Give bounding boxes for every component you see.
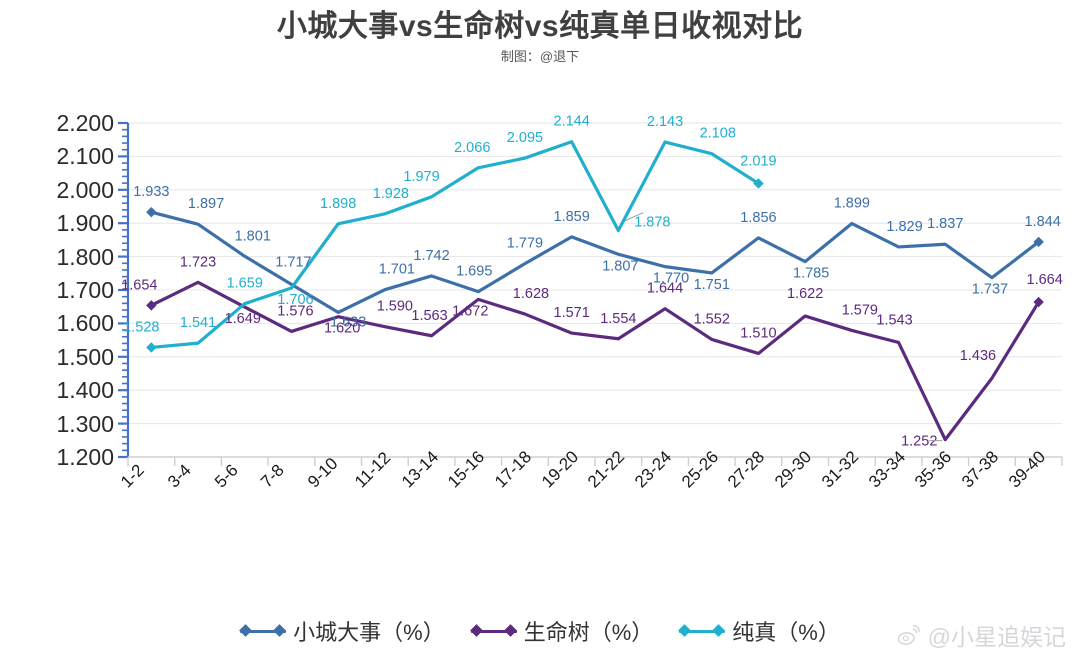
data-label: 1.510 [740,325,776,341]
weibo-icon [897,625,920,645]
series-line-2 [149,280,1041,442]
data-label: 1.742 [413,248,449,264]
data-label: 1.979 [403,169,439,185]
y-axis-tick-label: 1.500 [56,343,114,370]
data-label: 2.108 [700,126,736,142]
data-label: 1.859 [554,209,590,225]
data-label: 1.897 [188,196,224,212]
y-axis-tick-label: 1.300 [56,410,114,437]
data-label: 1.933 [133,184,169,200]
y-axis-tick-label: 1.200 [56,444,114,470]
legend-marker-icon [239,623,287,639]
data-label: 1.695 [456,264,492,280]
data-label: 1.837 [927,216,963,232]
data-label: 1.856 [740,210,776,226]
data-label: 1.649 [225,311,261,327]
data-label: 1.563 [411,308,447,324]
y-axis-tick-label: 1.600 [56,310,114,337]
series-endpoint-marker [1033,296,1044,308]
y-axis-tick-label: 2.200 [56,110,114,136]
series-endpoint-marker [146,342,157,353]
data-label: 1.633 [330,314,366,330]
data-label: 2.095 [507,130,543,146]
data-label: 1.654 [121,277,157,293]
data-label: 1.785 [793,266,829,282]
data-label: 1.552 [694,311,730,327]
y-axis-tick-label: 1.800 [56,243,114,270]
data-label: 1.878 [634,215,670,231]
data-label: 1.664 [1027,272,1063,288]
y-axis-tick-label: 2.100 [56,143,114,170]
y-axis-tick-label: 1.700 [56,277,114,303]
legend-marker-icon [469,623,517,639]
series-group [146,140,1044,442]
data-label: 1.701 [379,262,415,278]
data-label: 1.770 [653,271,689,287]
watermark-text: @小星追娱记 [927,624,1066,650]
legend-label: 纯真（%） [732,620,840,645]
data-label: 1.543 [876,312,912,328]
series-endpoint-marker [753,178,764,189]
gridlines-group [128,122,1062,458]
data-label: 1.554 [600,311,636,327]
series-line-1 [149,210,1041,314]
data-label: 1.844 [1025,214,1061,230]
data-label: 1.928 [373,186,409,202]
data-label: 1.576 [277,303,313,319]
data-label: 2.143 [647,114,683,130]
y-axis-group [118,121,130,459]
data-label: 1.723 [180,254,216,270]
data-label: 1.898 [320,196,356,212]
data-label: 1.436 [960,348,996,364]
data-label: 1.899 [834,196,870,212]
data-label: 1.622 [787,286,823,302]
legend-marker-icon [678,623,726,639]
x-axis-tick-labels: 1-2 3-4 5-6 7-8 9-10 11-12 13-14 15-16 17-18 19-2… [0,447,1080,570]
watermark: @小星追娱记 [896,618,1066,652]
data-label: 1.541 [180,315,216,331]
legend-item-1[interactable]: 小城大事（%） [239,615,445,647]
series-endpoint-marker [146,206,157,218]
data-label: 2.019 [740,153,776,169]
chart-plot-area: 1.933 1.897 1.801 1.717 1.633 1.701 1.742 1.695… [0,95,1080,475]
data-label: 1.737 [972,282,1008,298]
legend-label: 生命树（%） [523,620,654,645]
label-leader-line [625,212,644,222]
data-label: 1.807 [602,258,638,274]
page-title: 小城大事vs生命树vs纯真单日收视对比 [276,10,804,43]
data-label: 2.066 [454,140,490,156]
chart-legend: 小城大事（%） 生命树（%） 纯真（%） [0,608,1080,654]
data-label: 1.571 [554,305,590,321]
y-axis-tick-label: 2.000 [56,176,114,203]
data-label: 1.644 [647,281,683,297]
data-label: 1.579 [842,302,878,318]
y-axis-tick-label: 1.900 [56,210,114,237]
series-endpoint-marker [146,300,157,311]
data-label: 2.144 [554,114,590,130]
x-axis-group [127,456,1063,466]
data-label: 1.252 [901,434,937,450]
series-line-3 [149,140,761,350]
legend-item-3[interactable]: 纯真（%） [678,615,840,647]
data-label: 1.659 [227,276,263,292]
data-label: 1.779 [507,236,543,252]
data-label: 1.801 [235,228,271,244]
data-label: 1.528 [123,319,159,335]
legend-label: 小城大事（%） [293,620,445,645]
data-label: 1.628 [513,286,549,302]
chart-subtitle: 制图：@退下 [500,49,580,64]
legend-item-2[interactable]: 生命树（%） [469,615,654,647]
chart-header: 小城大事vs生命树vs纯真单日收视对比 制图：@退下 [0,8,1080,67]
data-label: 1.751 [694,277,730,293]
data-label: 1.620 [324,321,360,337]
data-label: 1.590 [377,299,413,315]
data-label: 1.672 [452,303,488,319]
data-label: 1.829 [886,219,922,235]
data-label: 1.706 [277,292,313,308]
series-endpoint-marker [1033,236,1044,248]
y-axis-tick-label: 1.400 [56,377,114,404]
data-label: 1.717 [275,254,311,270]
